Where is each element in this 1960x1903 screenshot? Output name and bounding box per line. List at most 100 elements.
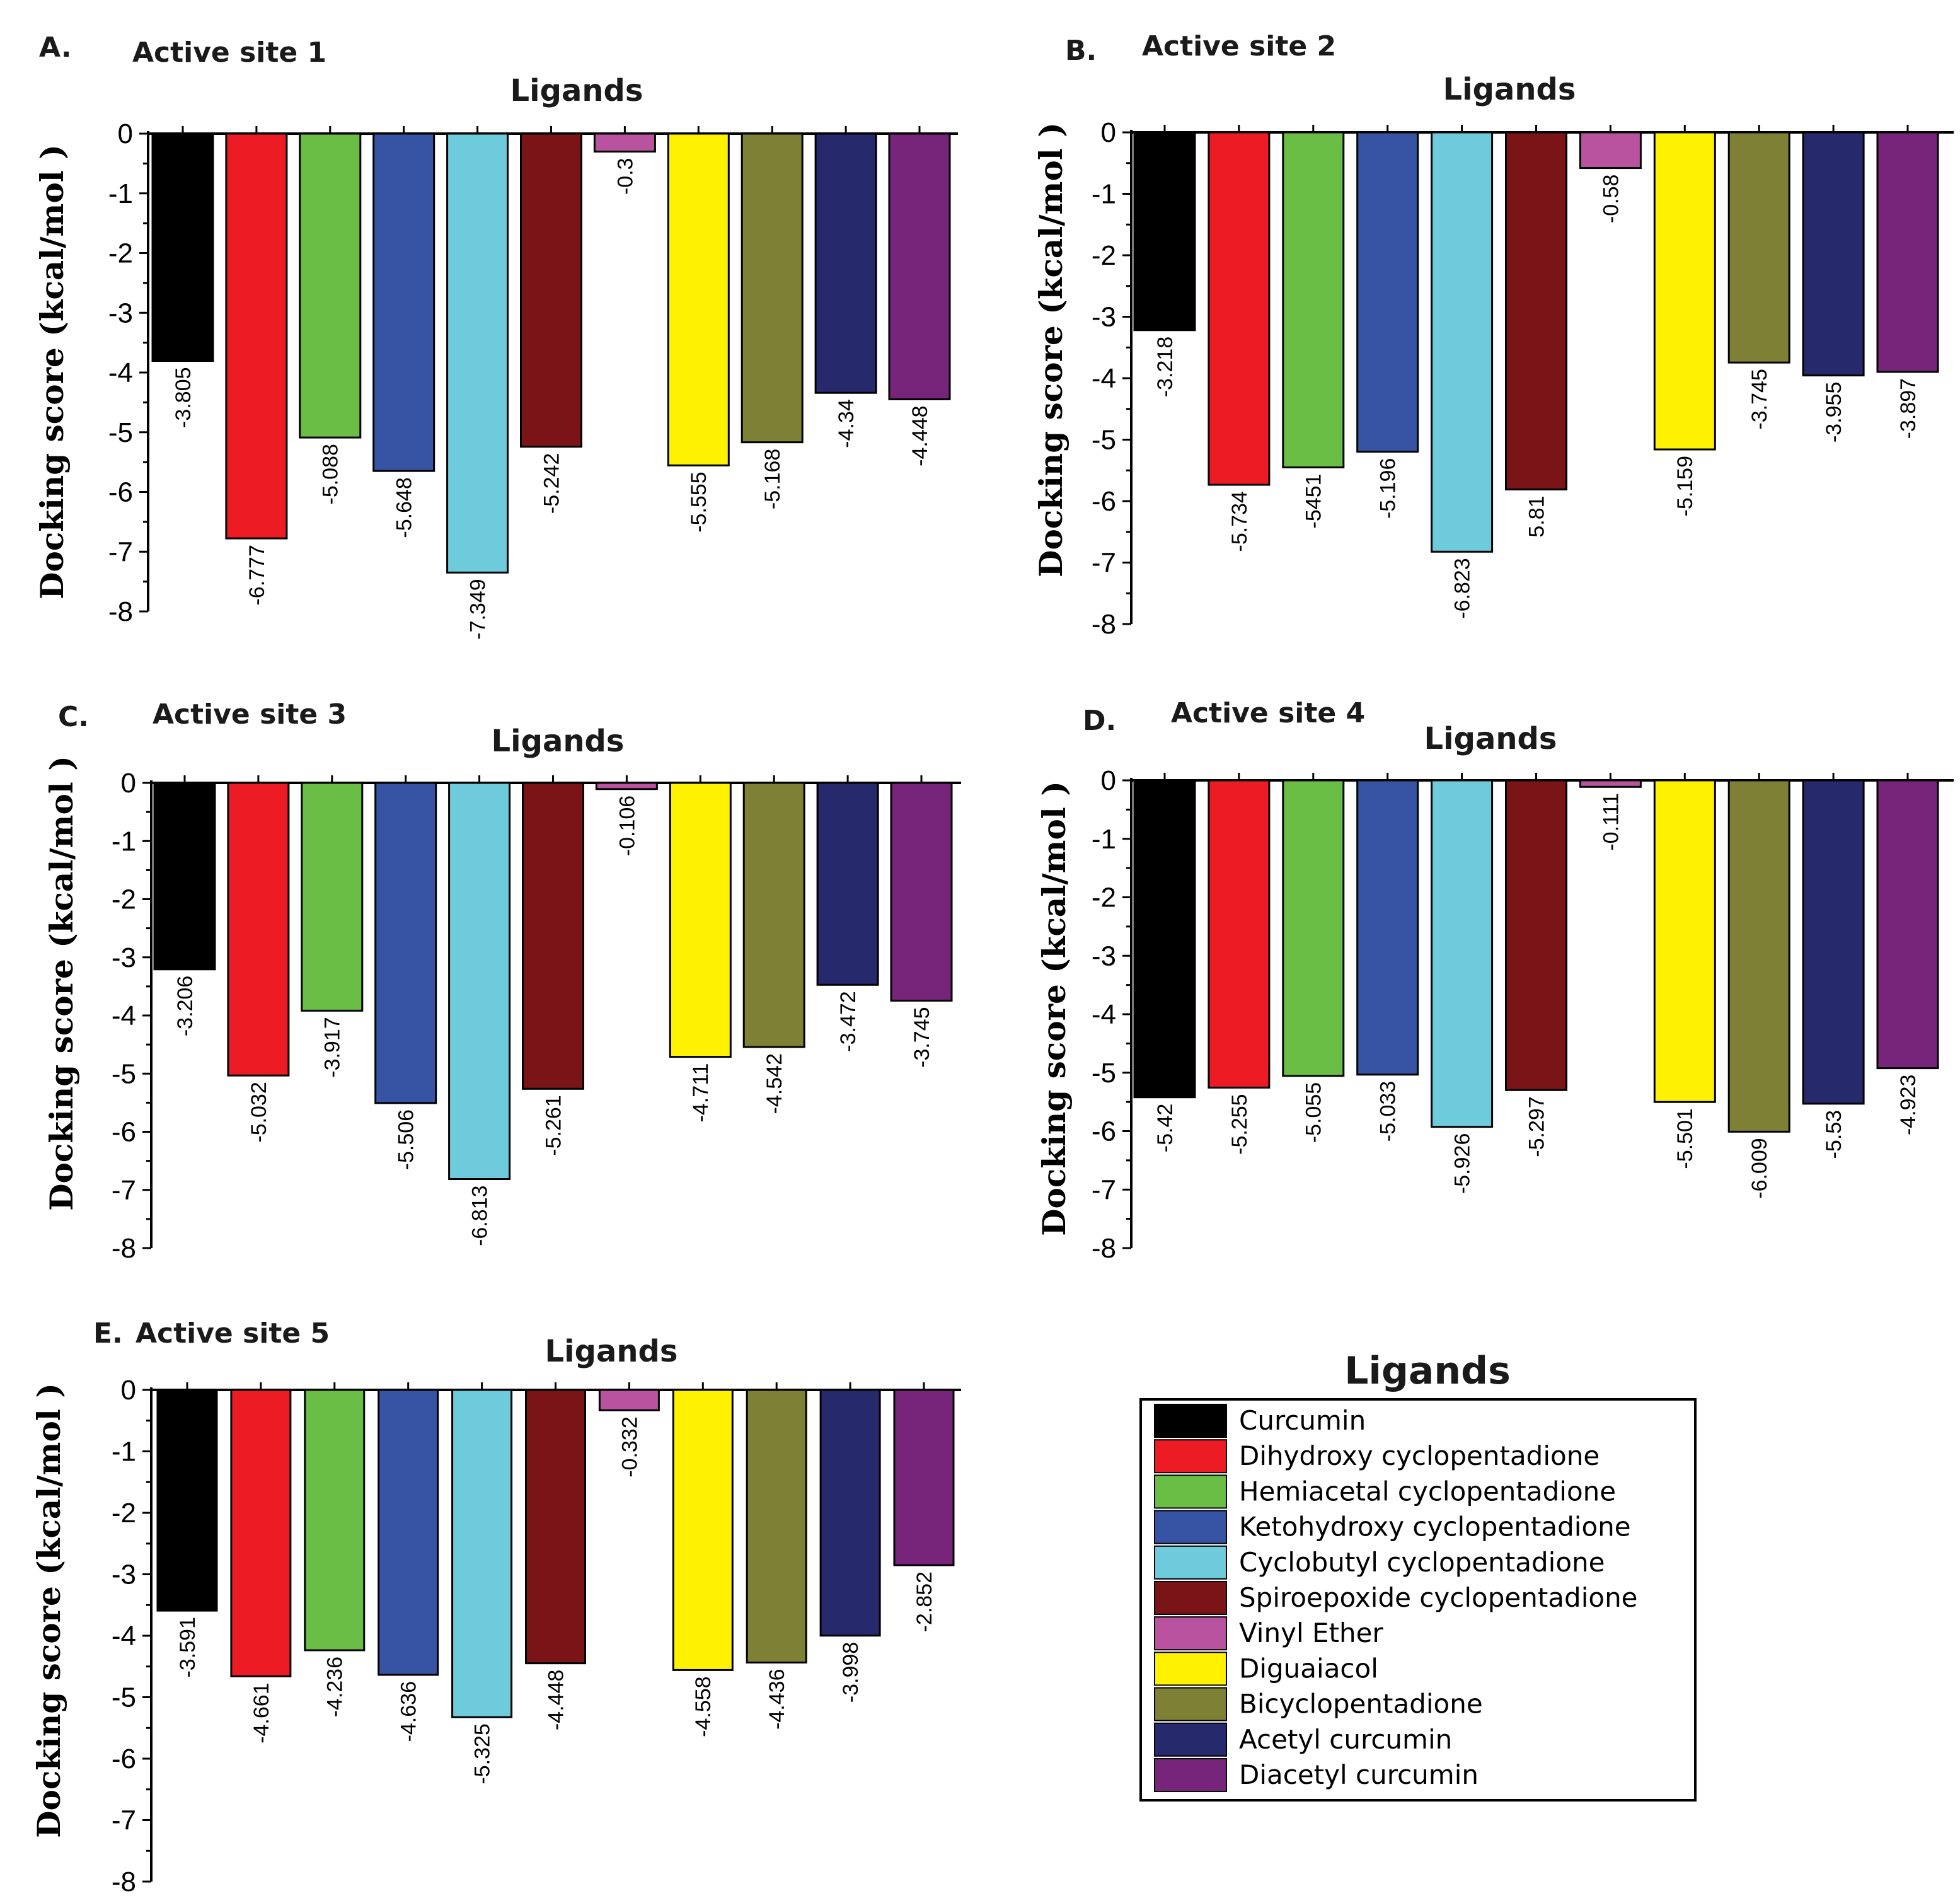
bar-11 bbox=[888, 132, 951, 400]
data-label: -0.106 bbox=[615, 795, 639, 856]
data-label: -0.332 bbox=[618, 1416, 642, 1477]
legend-label: Acetyl curcumin bbox=[1239, 1724, 1452, 1755]
legend-label: Vinyl Ether bbox=[1239, 1617, 1383, 1648]
bar-2 bbox=[227, 782, 290, 1077]
y-tick-label: -6 bbox=[112, 1744, 136, 1774]
bar-6 bbox=[1505, 779, 1567, 1091]
bar-9 bbox=[1727, 131, 1790, 364]
panel-a-ylabel: Docking score (kcal/mol ) bbox=[33, 144, 71, 599]
data-label: -5.088 bbox=[319, 444, 343, 504]
bar-9 bbox=[741, 132, 804, 444]
data-label: -5.032 bbox=[247, 1082, 271, 1142]
y-tick-label: -6 bbox=[1092, 486, 1116, 517]
data-label: -3.745 bbox=[1748, 369, 1772, 429]
panel-c-ylabel: Docking score (kcal/mol ) bbox=[43, 756, 80, 1211]
y-tick-label: -3 bbox=[112, 942, 136, 973]
bar-7 bbox=[593, 132, 656, 153]
bar-4 bbox=[1356, 779, 1419, 1076]
data-label: -3.745 bbox=[910, 1007, 934, 1067]
data-label: -4.448 bbox=[544, 1670, 568, 1730]
legend-swatch bbox=[1154, 1510, 1227, 1544]
panel-d-plot: 0 -1 -2 -3 -4 -5 -6 -7 -8 -5.42 -5.255 -5.055 -5.033… bbox=[1092, 765, 1954, 1264]
bar-6 bbox=[522, 782, 584, 1090]
data-label: -0.111 bbox=[1599, 793, 1623, 850]
data-label: -5.159 bbox=[1673, 456, 1697, 516]
y-tick-label: -2 bbox=[108, 238, 133, 269]
bar-11 bbox=[890, 782, 953, 1002]
y-tick-label: -2 bbox=[112, 1498, 136, 1529]
bar-5 bbox=[1431, 131, 1494, 553]
panel-d-letter: D. bbox=[1083, 705, 1116, 737]
bar-2 bbox=[225, 132, 288, 540]
data-label: -5.501 bbox=[1673, 1108, 1697, 1169]
data-label: -3.917 bbox=[321, 1017, 345, 1077]
y-tick-label: -3 bbox=[1092, 940, 1116, 971]
bar-4 bbox=[372, 132, 435, 472]
bar-10 bbox=[1802, 131, 1865, 377]
bar-4 bbox=[374, 782, 437, 1104]
y-tick-label: -4 bbox=[1092, 363, 1116, 394]
legend-swatch bbox=[1154, 1651, 1227, 1686]
y-tick-label: -2 bbox=[1092, 240, 1116, 271]
legend-label: Spiroepoxide cyclopentadione bbox=[1239, 1582, 1638, 1613]
data-label: -7.349 bbox=[466, 579, 490, 639]
bar-3 bbox=[1282, 779, 1345, 1077]
bar-11 bbox=[1876, 131, 1939, 373]
legend-swatch bbox=[1154, 1722, 1227, 1757]
bar-7 bbox=[595, 782, 658, 790]
panel-b: B. Active site 2 Ligands Docking score (… bbox=[1032, 30, 1954, 640]
panel-a-xlabel: Ligands bbox=[510, 73, 643, 108]
data-label: -5.555 bbox=[687, 471, 711, 532]
legend-label: Dihydroxy cyclopentadione bbox=[1239, 1440, 1600, 1471]
bar-5 bbox=[446, 132, 509, 574]
panel-c-letter: C. bbox=[58, 701, 89, 733]
y-tick-label: -4 bbox=[108, 357, 133, 388]
bar-2 bbox=[1208, 779, 1271, 1089]
data-label: -0.58 bbox=[1599, 175, 1623, 224]
panel-c-title: Active site 3 bbox=[153, 698, 347, 731]
data-label: -5451 bbox=[1302, 473, 1326, 528]
panel-e: E. Active site 5 Ligands Docking score (… bbox=[30, 1317, 961, 1897]
data-label: -2.852 bbox=[913, 1571, 937, 1632]
bar-3 bbox=[299, 132, 362, 439]
panel-c-plot: 0 -1 -2 -3 -4 -5 -6 -7 -8 -3.206 -5.032 -3.917 -5.50… bbox=[112, 768, 961, 1264]
legend-title: Ligands bbox=[1344, 1349, 1511, 1393]
panel-b-plot: 0 -1 -2 -3 -4 -5 -6 -7 -8 -3.218 -5.734 -5451 -5.196… bbox=[1092, 117, 1954, 640]
y-tick-label: -6 bbox=[1092, 1116, 1116, 1147]
panel-a-letter: A. bbox=[39, 32, 72, 64]
data-label: -5.255 bbox=[1228, 1094, 1252, 1154]
panel-c-xlabel: Ligands bbox=[492, 724, 625, 759]
bar-8 bbox=[1653, 779, 1716, 1103]
y-tick-label: -7 bbox=[112, 1805, 136, 1836]
bar-6 bbox=[525, 1389, 586, 1665]
panel-b-xlabel: Ligands bbox=[1443, 72, 1576, 107]
y-tick-label: 0 bbox=[121, 1375, 136, 1406]
data-label: -3.472 bbox=[836, 991, 860, 1051]
y-tick-label: -7 bbox=[108, 536, 133, 567]
y-tick-label: -5 bbox=[108, 417, 133, 448]
data-label: -4.711 bbox=[689, 1063, 713, 1123]
y-tick-label: -1 bbox=[1092, 179, 1116, 210]
bar-1 bbox=[153, 782, 216, 971]
data-label: -5.734 bbox=[1228, 491, 1252, 552]
y-tick-label: -2 bbox=[1092, 882, 1116, 913]
data-label: -4.448 bbox=[908, 405, 932, 466]
y-tick-label: -6 bbox=[108, 477, 133, 508]
data-label: -3.897 bbox=[1896, 378, 1920, 439]
bar-8 bbox=[672, 1389, 734, 1671]
y-tick-label: -5 bbox=[1092, 425, 1116, 456]
data-label: -5.242 bbox=[539, 453, 563, 514]
bar-2 bbox=[230, 1389, 292, 1677]
data-label: -3.805 bbox=[171, 367, 195, 428]
data-label: -3.206 bbox=[173, 976, 197, 1036]
data-label: -5.055 bbox=[1302, 1082, 1326, 1143]
bar-3 bbox=[1282, 131, 1345, 468]
legend-label: Curcumin bbox=[1239, 1405, 1366, 1436]
panel-d-xlabel: Ligands bbox=[1424, 721, 1557, 756]
legend-label: Hemiacetal cyclopentadione bbox=[1239, 1476, 1616, 1507]
y-tick-label: 0 bbox=[1101, 117, 1116, 148]
data-label: -3.591 bbox=[176, 1617, 200, 1677]
panel-d: D. Active site 4 Ligands Docking score (… bbox=[1035, 697, 1954, 1264]
bar-5 bbox=[448, 782, 511, 1180]
